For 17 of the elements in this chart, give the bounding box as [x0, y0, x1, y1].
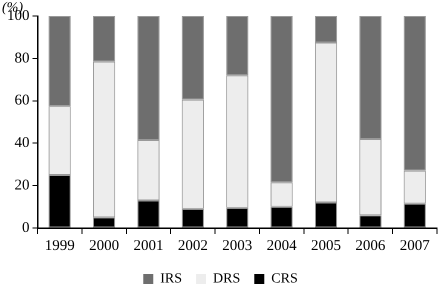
x-tick-label: 2004 [266, 238, 298, 254]
x-tick-label: 2007 [400, 238, 430, 254]
legend-label: DRS [213, 272, 240, 287]
legend-label: IRS [160, 272, 182, 287]
legend-label: CRS [271, 272, 298, 287]
y-tick-label: 80 [14, 50, 30, 66]
y-tick-label: 60 [14, 92, 30, 109]
y-tick-label: 20 [14, 178, 30, 194]
x-tick-label: 2001 [133, 238, 164, 254]
x-tick-label: 2006 [355, 238, 386, 254]
x-tick-label: 2003 [222, 238, 252, 254]
y-tick-label: 40 [14, 135, 30, 152]
y-tick-label: 0 [22, 220, 30, 236]
x-tick-label: 1999 [44, 238, 75, 254]
x-tick-label: 2005 [311, 238, 342, 254]
x-tick-label: 2002 [178, 238, 208, 254]
x-tick-label: 2000 [89, 238, 120, 254]
